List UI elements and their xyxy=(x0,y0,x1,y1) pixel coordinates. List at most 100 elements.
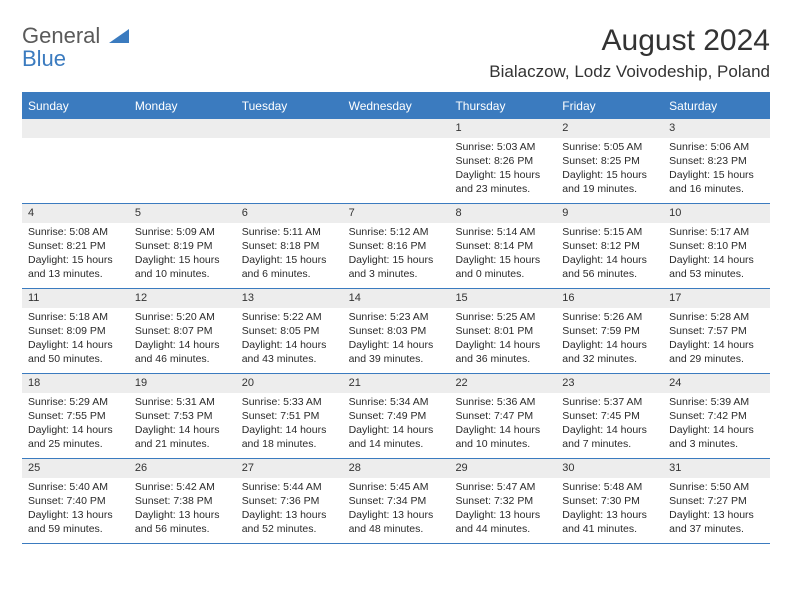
cell-body: Sunrise: 5:20 AMSunset: 8:07 PMDaylight:… xyxy=(129,308,236,371)
sunset-text: Sunset: 7:49 PM xyxy=(349,409,444,423)
daylight-text: Daylight: 15 hours xyxy=(562,168,657,182)
daylight-text: and 16 minutes. xyxy=(669,182,764,196)
daylight-text: Daylight: 15 hours xyxy=(28,253,123,267)
sunset-text: Sunset: 7:34 PM xyxy=(349,494,444,508)
sunrise-text: Sunrise: 5:36 AM xyxy=(455,395,550,409)
calendar-cell: 29Sunrise: 5:47 AMSunset: 7:32 PMDayligh… xyxy=(449,459,556,543)
sunset-text: Sunset: 8:19 PM xyxy=(135,239,230,253)
cell-body: Sunrise: 5:25 AMSunset: 8:01 PMDaylight:… xyxy=(449,308,556,371)
calendar-cell: 31Sunrise: 5:50 AMSunset: 7:27 PMDayligh… xyxy=(663,459,770,543)
sunset-text: Sunset: 8:21 PM xyxy=(28,239,123,253)
calendar-cell: 5Sunrise: 5:09 AMSunset: 8:19 PMDaylight… xyxy=(129,204,236,288)
cell-body: Sunrise: 5:18 AMSunset: 8:09 PMDaylight:… xyxy=(22,308,129,371)
daylight-text: and 29 minutes. xyxy=(669,352,764,366)
sunset-text: Sunset: 8:09 PM xyxy=(28,324,123,338)
calendar-cell: 28Sunrise: 5:45 AMSunset: 7:34 PMDayligh… xyxy=(343,459,450,543)
sunrise-text: Sunrise: 5:47 AM xyxy=(455,480,550,494)
daylight-text: and 3 minutes. xyxy=(349,267,444,281)
daylight-text: and 56 minutes. xyxy=(562,267,657,281)
daylight-text: Daylight: 14 hours xyxy=(28,423,123,437)
daylight-text: and 48 minutes. xyxy=(349,522,444,536)
date-number: 30 xyxy=(556,459,663,478)
cell-body: Sunrise: 5:50 AMSunset: 7:27 PMDaylight:… xyxy=(663,478,770,541)
sunset-text: Sunset: 8:01 PM xyxy=(455,324,550,338)
sunset-text: Sunset: 8:18 PM xyxy=(242,239,337,253)
cell-body: Sunrise: 5:29 AMSunset: 7:55 PMDaylight:… xyxy=(22,393,129,456)
sunset-text: Sunset: 7:51 PM xyxy=(242,409,337,423)
date-number: 4 xyxy=(22,204,129,223)
sunset-text: Sunset: 8:14 PM xyxy=(455,239,550,253)
date-number: 5 xyxy=(129,204,236,223)
calendar-cell: 19Sunrise: 5:31 AMSunset: 7:53 PMDayligh… xyxy=(129,374,236,458)
calendar-cell: 18Sunrise: 5:29 AMSunset: 7:55 PMDayligh… xyxy=(22,374,129,458)
sunset-text: Sunset: 7:42 PM xyxy=(669,409,764,423)
daylight-text: Daylight: 13 hours xyxy=(242,508,337,522)
sunset-text: Sunset: 8:03 PM xyxy=(349,324,444,338)
sunrise-text: Sunrise: 5:29 AM xyxy=(28,395,123,409)
daylight-text: and 59 minutes. xyxy=(28,522,123,536)
date-number: 13 xyxy=(236,289,343,308)
sunrise-text: Sunrise: 5:20 AM xyxy=(135,310,230,324)
daylight-text: and 21 minutes. xyxy=(135,437,230,451)
date-number: 10 xyxy=(663,204,770,223)
date-number: 18 xyxy=(22,374,129,393)
cell-body: Sunrise: 5:34 AMSunset: 7:49 PMDaylight:… xyxy=(343,393,450,456)
logo-line2: Blue xyxy=(22,46,66,71)
title-block: August 2024 Bialaczow, Lodz Voivodeship,… xyxy=(489,24,770,82)
calendar-cell: 22Sunrise: 5:36 AMSunset: 7:47 PMDayligh… xyxy=(449,374,556,458)
daylight-text: and 3 minutes. xyxy=(669,437,764,451)
sunset-text: Sunset: 8:05 PM xyxy=(242,324,337,338)
daylight-text: and 32 minutes. xyxy=(562,352,657,366)
sunrise-text: Sunrise: 5:09 AM xyxy=(135,225,230,239)
calendar-cell: 6Sunrise: 5:11 AMSunset: 8:18 PMDaylight… xyxy=(236,204,343,288)
daylight-text: and 13 minutes. xyxy=(28,267,123,281)
daylight-text: and 10 minutes. xyxy=(455,437,550,451)
date-number-empty xyxy=(129,119,236,138)
daylight-text: Daylight: 14 hours xyxy=(135,423,230,437)
date-number-empty xyxy=(236,119,343,138)
sunset-text: Sunset: 8:16 PM xyxy=(349,239,444,253)
daylight-text: Daylight: 14 hours xyxy=(562,253,657,267)
day-header-thursday: Thursday xyxy=(449,94,556,119)
calendar-cell: 4Sunrise: 5:08 AMSunset: 8:21 PMDaylight… xyxy=(22,204,129,288)
cell-body: Sunrise: 5:45 AMSunset: 7:34 PMDaylight:… xyxy=(343,478,450,541)
calendar-cell: 11Sunrise: 5:18 AMSunset: 8:09 PMDayligh… xyxy=(22,289,129,373)
location-text: Bialaczow, Lodz Voivodeship, Poland xyxy=(489,62,770,82)
cell-body: Sunrise: 5:26 AMSunset: 7:59 PMDaylight:… xyxy=(556,308,663,371)
date-number-empty xyxy=(343,119,450,138)
daylight-text: and 7 minutes. xyxy=(562,437,657,451)
sunrise-text: Sunrise: 5:25 AM xyxy=(455,310,550,324)
calendar-cell: 24Sunrise: 5:39 AMSunset: 7:42 PMDayligh… xyxy=(663,374,770,458)
date-number: 3 xyxy=(663,119,770,138)
sunrise-text: Sunrise: 5:18 AM xyxy=(28,310,123,324)
header: General Blue August 2024 Bialaczow, Lodz… xyxy=(22,24,770,82)
daylight-text: and 50 minutes. xyxy=(28,352,123,366)
sunrise-text: Sunrise: 5:26 AM xyxy=(562,310,657,324)
date-number: 24 xyxy=(663,374,770,393)
cell-body: Sunrise: 5:37 AMSunset: 7:45 PMDaylight:… xyxy=(556,393,663,456)
daylight-text: and 19 minutes. xyxy=(562,182,657,196)
sunset-text: Sunset: 7:30 PM xyxy=(562,494,657,508)
calendar-cell: 25Sunrise: 5:40 AMSunset: 7:40 PMDayligh… xyxy=(22,459,129,543)
sunrise-text: Sunrise: 5:03 AM xyxy=(455,140,550,154)
date-number: 28 xyxy=(343,459,450,478)
cell-body: Sunrise: 5:15 AMSunset: 8:12 PMDaylight:… xyxy=(556,223,663,286)
week-row: 4Sunrise: 5:08 AMSunset: 8:21 PMDaylight… xyxy=(22,204,770,289)
cell-body: Sunrise: 5:40 AMSunset: 7:40 PMDaylight:… xyxy=(22,478,129,541)
sunset-text: Sunset: 7:55 PM xyxy=(28,409,123,423)
sunset-text: Sunset: 8:26 PM xyxy=(455,154,550,168)
cell-body: Sunrise: 5:12 AMSunset: 8:16 PMDaylight:… xyxy=(343,223,450,286)
logo: General Blue xyxy=(22,24,129,70)
sunset-text: Sunset: 8:07 PM xyxy=(135,324,230,338)
calendar-cell: 26Sunrise: 5:42 AMSunset: 7:38 PMDayligh… xyxy=(129,459,236,543)
cell-body: Sunrise: 5:47 AMSunset: 7:32 PMDaylight:… xyxy=(449,478,556,541)
week-row: 11Sunrise: 5:18 AMSunset: 8:09 PMDayligh… xyxy=(22,289,770,374)
cell-body: Sunrise: 5:05 AMSunset: 8:25 PMDaylight:… xyxy=(556,138,663,201)
calendar-cell xyxy=(22,119,129,203)
daylight-text: Daylight: 15 hours xyxy=(455,253,550,267)
calendar: Sunday Monday Tuesday Wednesday Thursday… xyxy=(22,92,770,544)
cell-body: Sunrise: 5:11 AMSunset: 8:18 PMDaylight:… xyxy=(236,223,343,286)
date-number: 14 xyxy=(343,289,450,308)
weeks-container: 1Sunrise: 5:03 AMSunset: 8:26 PMDaylight… xyxy=(22,119,770,544)
daylight-text: Daylight: 14 hours xyxy=(455,423,550,437)
